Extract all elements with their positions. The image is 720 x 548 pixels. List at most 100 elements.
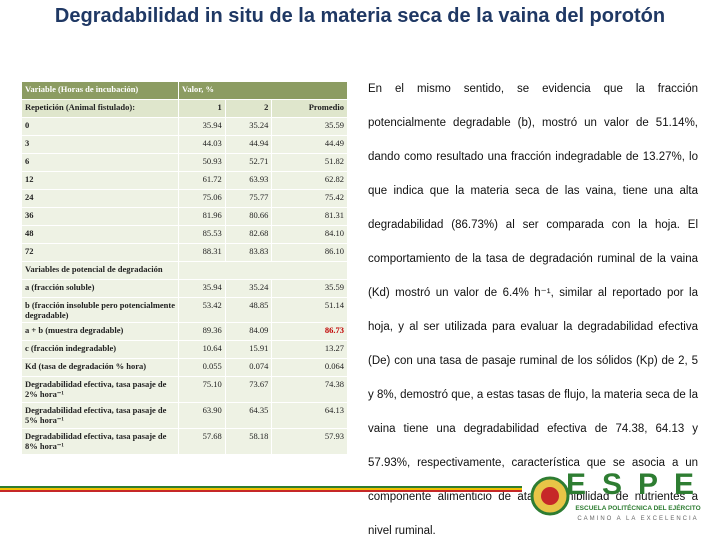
table-cell: 57.93: [271, 428, 348, 455]
table-cell: 48: [22, 225, 179, 244]
table-cell: 86.73: [271, 322, 348, 341]
table-cell: 1: [178, 99, 226, 118]
table-row: 36 81.96 80.66 81.31: [22, 207, 348, 226]
table-row: 3 44.03 44.94 44.49: [22, 135, 348, 154]
table-cell: 53.42: [178, 297, 226, 323]
table-cell: 74.38: [271, 376, 348, 403]
table-cell: 15.91: [225, 340, 273, 359]
table-cell: 0.074: [225, 358, 273, 377]
table-cell: 75.10: [178, 376, 226, 403]
table-cell: 12: [22, 171, 179, 190]
table-cell: 64.13: [271, 402, 348, 429]
table-cell: 84.09: [225, 322, 273, 341]
table-cell: 85.53: [178, 225, 226, 244]
table-cell: Kd (tasa de degradación % hora): [22, 358, 179, 377]
table-cell: 63.90: [178, 402, 226, 429]
table-cell: [178, 261, 348, 280]
table-cell: 51.14: [271, 297, 348, 323]
table-row: 24 75.06 75.77 75.42: [22, 189, 348, 208]
table-cell: c (fracción indegradable): [22, 340, 179, 359]
table-row: 0 35.94 35.24 35.59: [22, 117, 348, 136]
table-cell: a + b (muestra degradable): [22, 322, 179, 341]
table-cell: 86.10: [271, 243, 348, 262]
table-cell: 88.31: [178, 243, 226, 262]
table-cell: 75.06: [178, 189, 226, 208]
table-cell: 10.64: [178, 340, 226, 359]
table-cell: 35.94: [178, 117, 226, 136]
table-cell: 50.93: [178, 153, 226, 172]
table-cell: 36: [22, 207, 179, 226]
table-row: c (fracción indegradable) 10.64 15.91 13.27: [22, 340, 348, 359]
table-row: a (fracción soluble) 35.94 35.24 35.59: [22, 279, 348, 298]
table-cell: 63.93: [225, 171, 273, 190]
logo-emblem-center: [541, 487, 559, 505]
logo-line1: ESCUELA POLITÉCNICA DEL EJÉRCITO: [575, 503, 700, 512]
espe-logo: ESPE ESCUELA POLITÉCNICA DEL EJÉRCITO CA…: [530, 470, 708, 522]
table-cell: 51.82: [271, 153, 348, 172]
table-cell: 24: [22, 189, 179, 208]
table-row: Variables de potencial de degradación: [22, 261, 348, 280]
table-row: b (fracción insoluble pero potencialment…: [22, 297, 348, 323]
table-cell: 0.055: [178, 358, 226, 377]
paragraph: En el mismo sentido, se evidencia que la…: [368, 83, 698, 537]
logo-line2: CAMINO A LA EXCELENCIA: [577, 516, 698, 522]
table-cell: Degradabilidad efectiva, tasa pasaje de …: [22, 402, 179, 429]
table-cell: 2: [225, 99, 273, 118]
table-cell: Variable (Horas de incubación): [22, 82, 179, 100]
logo-name: ESPE: [566, 470, 708, 501]
table-row: Repetición (Animal fistulado): 1 2 Promedio: [22, 99, 348, 118]
table-cell: 64.35: [225, 402, 273, 429]
table-cell: 44.03: [178, 135, 226, 154]
table-row: Kd (tasa de degradación % hora) 0.055 0.07…: [22, 358, 348, 377]
table-cell: 81.96: [178, 207, 226, 226]
table-cell: 82.68: [225, 225, 273, 244]
table-cell: 44.49: [271, 135, 348, 154]
table-cell: Degradabilidad efectiva, tasa pasaje de …: [22, 428, 179, 455]
table-cell: Repetición (Animal fistulado):: [22, 99, 179, 118]
table-cell: Degradabilidad efectiva, tasa pasaje de …: [22, 376, 179, 403]
table-cell: b (fracción insoluble pero potencialment…: [22, 297, 179, 323]
table-row: Degradabilidad efectiva, tasa pasaje de …: [22, 428, 348, 455]
table-cell: 62.82: [271, 171, 348, 190]
table-cell: 35.59: [271, 279, 348, 298]
title: Degradabilidad in situ de la materia sec…: [54, 5, 666, 27]
table-cell: 0: [22, 117, 179, 136]
table-cell: 58.18: [225, 428, 273, 455]
table-cell: 84.10: [271, 225, 348, 244]
table-cell: 75.42: [271, 189, 348, 208]
table-cell: a (fracción soluble): [22, 279, 179, 298]
table-cell: 52.71: [225, 153, 273, 172]
table-row: 72 88.31 83.83 86.10: [22, 243, 348, 262]
table-cell: 0.064: [271, 358, 348, 377]
table-cell: 6: [22, 153, 179, 172]
table-row: 48 85.53 82.68 84.10: [22, 225, 348, 244]
table-cell: 35.24: [225, 279, 273, 298]
table-cell: 89.36: [178, 322, 226, 341]
table-cell: Promedio: [271, 99, 348, 118]
data-table: Variable (Horas de incubación) Valor, % Re…: [22, 82, 348, 455]
table-cell: 81.31: [271, 207, 348, 226]
table-row: Variable (Horas de incubación) Valor, %: [22, 82, 348, 100]
table-cell: 75.77: [225, 189, 273, 208]
table-cell: 57.68: [178, 428, 226, 455]
table-cell: 61.72: [178, 171, 226, 190]
table-cell: 72: [22, 243, 179, 262]
table-row: a + b (muestra degradable) 89.36 84.09 86.7…: [22, 322, 348, 341]
table-cell: 13.27: [271, 340, 348, 359]
table-cell: 35.94: [178, 279, 226, 298]
table-row: 6 50.93 52.71 51.82: [22, 153, 348, 172]
table-cell: Valor, %: [178, 82, 348, 100]
table-cell: 35.24: [225, 117, 273, 136]
table-row: 12 61.72 63.93 62.82: [22, 171, 348, 190]
table-cell: 3: [22, 135, 179, 154]
color-stripe: [0, 486, 522, 492]
table-cell: 73.67: [225, 376, 273, 403]
table-cell: Variables de potencial de degradación: [22, 261, 179, 280]
table-cell: 83.83: [225, 243, 273, 262]
table-cell: 48.85: [225, 297, 273, 323]
table-cell: 44.94: [225, 135, 273, 154]
table-row: Degradabilidad efectiva, tasa pasaje de …: [22, 402, 348, 429]
table-row: Degradabilidad efectiva, tasa pasaje de …: [22, 376, 348, 403]
table-cell: 80.66: [225, 207, 273, 226]
